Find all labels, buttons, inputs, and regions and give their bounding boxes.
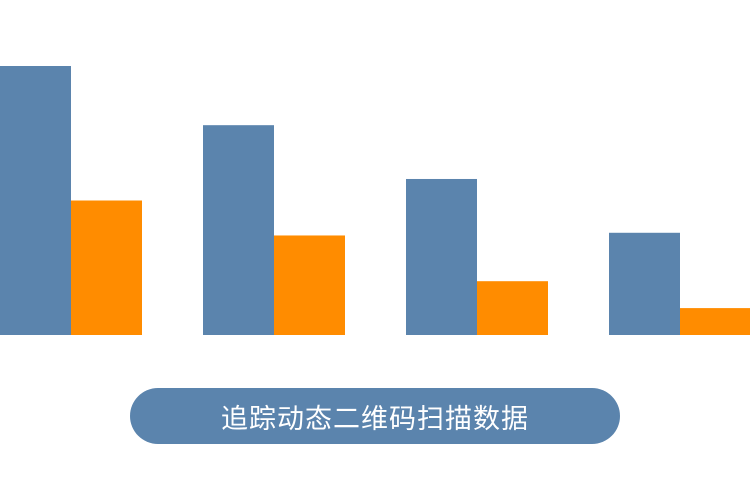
caption-text: 追踪动态二维码扫描数据 — [221, 403, 529, 435]
caption-banner: 追踪动态二维码扫描数据 — [130, 388, 620, 444]
bar-series2-group2 — [274, 235, 345, 335]
bar-series1-group4 — [609, 232, 680, 335]
bar-series2-group4 — [680, 308, 750, 335]
bar-series1-group3 — [406, 178, 477, 335]
bar-series2-group3 — [477, 281, 548, 335]
bar-series1-group1 — [0, 66, 71, 335]
bar-series1-group2 — [203, 125, 274, 336]
bar-series2-group1 — [71, 200, 142, 335]
